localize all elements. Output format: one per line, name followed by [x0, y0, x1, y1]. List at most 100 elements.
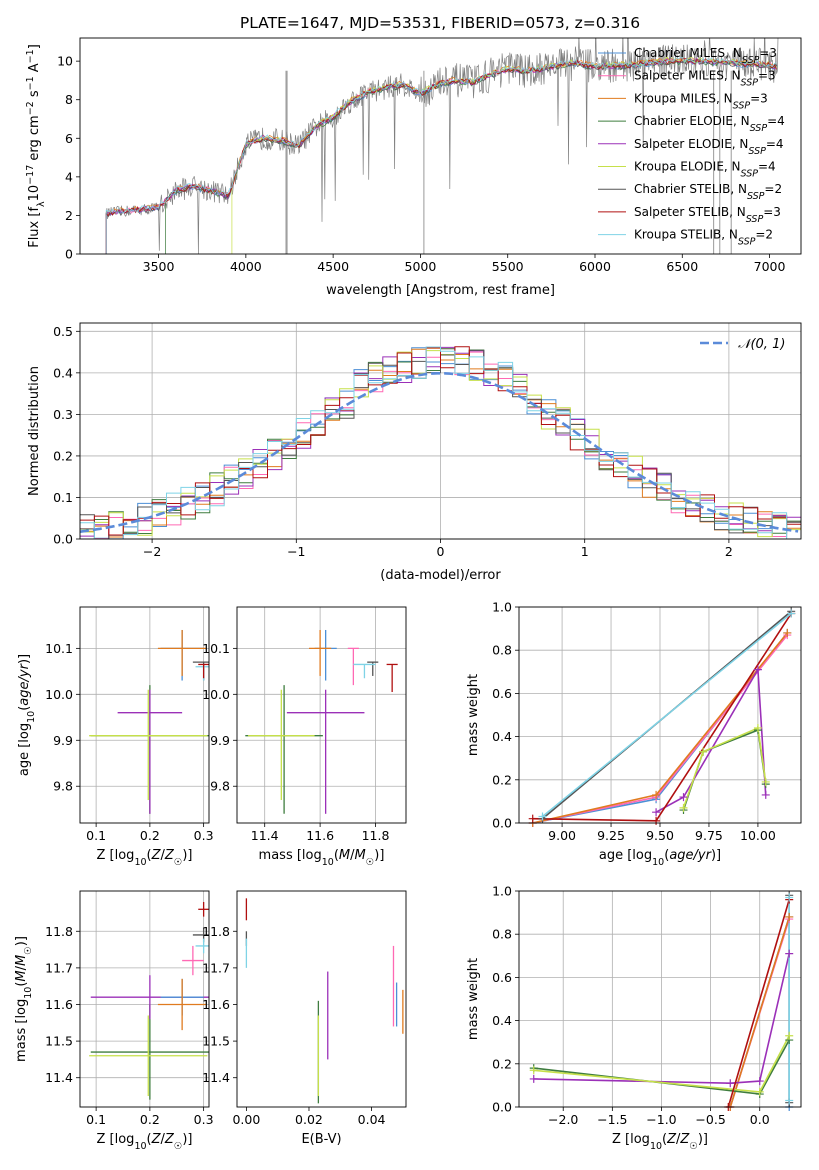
y-axis-label: Normed distribution — [27, 366, 42, 496]
x-tick-label: 4500 — [317, 259, 349, 274]
y-tick-label: 0.3 — [53, 407, 73, 422]
histogram-kroupa_stelib — [80, 346, 801, 539]
y-tick-label: 9.8 — [53, 779, 73, 794]
y-tick-label: 0.6 — [492, 686, 512, 701]
x-tick-label: −0.5 — [695, 1112, 725, 1127]
x-tick-label: −2.0 — [548, 1112, 578, 1127]
series-marker — [529, 1074, 538, 1083]
panel-mass_vs_ebv: 0.00 0.02 0.04 11.4 11.5 11.6 11.7 11.8 E(B-V) — [202, 890, 407, 1147]
series-marker — [787, 609, 796, 618]
x-tick-label: 9.00 — [548, 828, 576, 843]
x-tick-label: 0.3 — [194, 828, 214, 843]
y-tick-label: 8 — [65, 92, 73, 107]
model-spectrum-kroupa_elodie — [231, 57, 777, 254]
x-tick-label: 1 — [581, 544, 589, 559]
x-tick-label: 11.6 — [306, 828, 334, 843]
series-marker — [785, 893, 794, 902]
legend-label: Kroupa STELIB, NSSP=2 — [634, 228, 773, 248]
gaussian-curve — [80, 372, 799, 533]
y-tick-label: 10.0 — [202, 687, 230, 702]
y-tick-label: 0.8 — [492, 643, 512, 658]
y-tick-label: 11.6 — [202, 997, 230, 1012]
x-tick-label: 0 — [437, 544, 445, 559]
series-marker — [529, 1066, 538, 1075]
x-tick-label: −2 — [143, 544, 161, 559]
y-axis-label: Flux [fλ10−17 erg cm−2 s−1 A−1] — [25, 44, 47, 248]
legend-label: Chabrier MILES, NSSP=3 — [634, 46, 777, 66]
y-tick-label: 6 — [65, 131, 73, 146]
x-tick-label: 0.2 — [140, 828, 160, 843]
y-tick-label: 11.4 — [202, 1070, 230, 1085]
axes-frame — [79, 606, 210, 824]
y-tick-label: 2 — [65, 208, 73, 223]
y-tick-label: 11.7 — [45, 960, 73, 975]
series-marker — [652, 808, 661, 817]
axes-frame — [236, 606, 407, 824]
series-line — [655, 666, 767, 813]
y-axis-label: mass weight — [466, 958, 481, 1040]
model-spectrum-kroupa_stelib — [105, 56, 777, 254]
x-tick-label: 0.3 — [194, 1112, 214, 1127]
x-axis-label: (data-model)/error — [380, 568, 501, 583]
series-marker — [783, 628, 792, 637]
series-marker — [679, 793, 688, 802]
series-marker — [753, 665, 762, 674]
y-tick-label: 0.8 — [492, 927, 512, 942]
legend-label: Salpeter ELODIE, NSSP=4 — [634, 137, 784, 157]
x-tick-label: 0.0 — [750, 1112, 770, 1127]
series-marker — [761, 790, 770, 799]
axes-frame — [236, 890, 407, 1108]
x-tick-label: 0.1 — [86, 828, 106, 843]
series-marker — [755, 1077, 764, 1086]
series-marker — [652, 790, 661, 799]
y-axis-label: age [log10(age/yr)] — [17, 654, 37, 776]
x-tick-label: −1.5 — [597, 1112, 627, 1127]
plot-area — [245, 629, 398, 814]
y-axis-label: mass weight — [466, 674, 481, 756]
plot-area — [532, 610, 792, 823]
model-spectrum-chabrier_miles — [105, 58, 777, 254]
legend-label: Kroupa MILES, NSSP=3 — [634, 91, 768, 111]
panel-age_vs_mass: 11.4 11.6 11.8 9.8 9.9 10.0 10.1 mass [log10(M/… — [202, 606, 407, 868]
plot-area — [80, 346, 801, 539]
y-tick-label: 11.7 — [202, 960, 230, 975]
y-tick-label: 0.4 — [53, 365, 73, 380]
series-marker — [761, 777, 770, 786]
x-tick-label: 9.50 — [646, 828, 674, 843]
y-tick-label: 0.5 — [53, 324, 73, 339]
x-tick-label: 9.25 — [597, 828, 625, 843]
plot-area — [245, 898, 404, 1104]
y-tick-label: 11.5 — [202, 1034, 230, 1049]
plot-area — [89, 629, 209, 814]
legend-label: Salpeter STELIB, NSSP=3 — [634, 205, 781, 225]
model-spectrum-salpeter_stelib — [105, 58, 777, 254]
series-marker — [726, 1079, 735, 1088]
y-tick-label: 11.6 — [45, 997, 73, 1012]
legend-label: 𝒩(0, 1) — [738, 337, 785, 352]
y-tick-label: 11.5 — [45, 1034, 73, 1049]
panel-mass_vs_Z: 0.1 0.2 0.3 11.4 11.5 11.6 11.7 11.8 Z [log10(Z/… — [14, 890, 214, 1152]
y-tick-label: 11.8 — [45, 924, 73, 939]
x-tick-label: 0.2 — [140, 1112, 160, 1127]
x-tick-label: 0.1 — [86, 1112, 106, 1127]
x-tick-label: 11.4 — [251, 828, 279, 843]
x-tick-label: 4000 — [230, 259, 262, 274]
x-tick-label: 0.04 — [358, 1112, 386, 1127]
legend-label: Kroupa ELODIE, NSSP=4 — [634, 160, 776, 180]
model-spectrum-salpeter_miles — [105, 57, 777, 254]
y-tick-label: 11.4 — [45, 1070, 73, 1085]
axes-frame — [518, 606, 802, 824]
plot-area — [89, 901, 209, 1100]
legend-label: Salpeter MILES, NSSP=3 — [634, 69, 776, 89]
x-tick-label: 0.00 — [232, 1112, 260, 1127]
series-line — [541, 612, 792, 818]
x-axis-label: E(B-V) — [301, 1132, 341, 1147]
x-axis-label: mass [log10(M/M☉)] — [259, 848, 385, 868]
x-tick-label: 9.75 — [695, 828, 723, 843]
model-spectrum-chabrier_elodie — [165, 59, 778, 254]
x-tick-label: −1 — [287, 544, 305, 559]
y-tick-label: 0.0 — [492, 1100, 512, 1115]
x-tick-label: 6500 — [666, 259, 698, 274]
x-tick-label: 2 — [725, 544, 733, 559]
